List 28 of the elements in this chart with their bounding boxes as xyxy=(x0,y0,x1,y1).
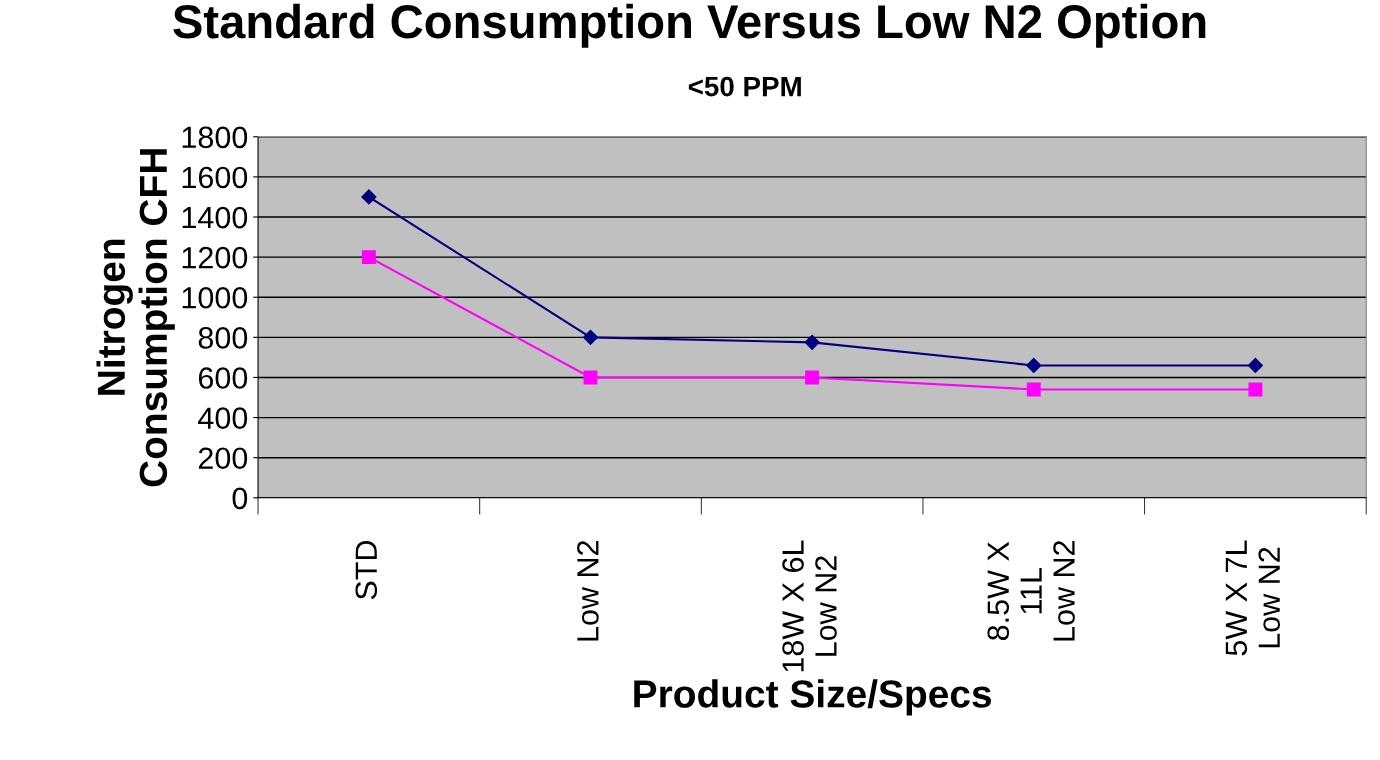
y-tick-label: 1000 xyxy=(182,286,248,309)
point xyxy=(805,370,820,385)
point xyxy=(804,334,820,350)
y-tick-label: 1200 xyxy=(182,246,248,269)
y-tick-label: 400 xyxy=(198,407,248,429)
y-tick-label: 200 xyxy=(198,447,248,470)
point xyxy=(1247,357,1263,374)
point xyxy=(1026,357,1042,374)
chart-subtitle: <50 PPM xyxy=(688,76,801,97)
x-tick-label: 5W X 7L Low N2 xyxy=(1225,540,1281,656)
y-tick-label: 1400 xyxy=(182,206,248,229)
x-tick-label: 18W X 6L Low N2 xyxy=(782,540,837,672)
x-tick-label: Low N2 xyxy=(577,541,599,641)
x-tick-label: 8.5W X 11L Low N2 xyxy=(987,541,1075,641)
point xyxy=(1026,382,1041,397)
y-tick-label: 0 xyxy=(232,487,248,510)
point xyxy=(361,250,376,265)
point xyxy=(1248,382,1263,397)
chart-title: Standard Consumption Versus Low N2 Option xyxy=(173,3,1206,48)
x-axis-title: Product Size/Specs xyxy=(634,679,991,716)
y-tick-label: 1800 xyxy=(182,126,248,149)
y-tick-label: 1600 xyxy=(182,166,248,189)
y-tick-label: 600 xyxy=(198,367,248,389)
x-tick-label: STD xyxy=(355,540,378,600)
point xyxy=(361,189,377,205)
y-axis-title: Nitrogen Consumption CFH xyxy=(96,149,175,487)
y-tick-label: 800 xyxy=(198,327,248,349)
point xyxy=(582,329,599,345)
